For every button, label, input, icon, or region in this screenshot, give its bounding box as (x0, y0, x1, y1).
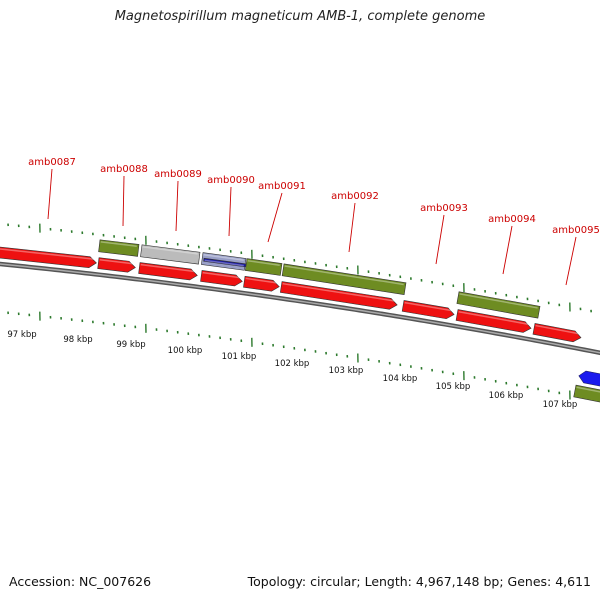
blue-arrow-feature[interactable] (578, 370, 600, 388)
scale-label: 104 kbp (383, 374, 418, 384)
gene-feature[interactable] (281, 263, 407, 295)
leader-line (47, 168, 53, 220)
gene-feature[interactable] (244, 258, 283, 276)
gene-label-g94[interactable]: amb0094 (488, 214, 536, 225)
genome-summary-text: Topology: circular; Length: 4,967,148 bp… (247, 574, 591, 589)
gene-label-g92[interactable]: amb0092 (331, 191, 379, 202)
cds-arrow[interactable] (97, 257, 136, 273)
gene-feature[interactable] (98, 239, 140, 257)
backbone-highlight (0, 263, 600, 354)
genome-backbone (0, 261, 600, 356)
cds-arrow[interactable] (401, 300, 455, 320)
gene-label-g90[interactable]: amb0090 (207, 175, 255, 186)
gene-label-g95[interactable]: amb0095 (552, 225, 600, 236)
cds-arrow[interactable] (243, 275, 280, 292)
leader-line (267, 192, 283, 243)
scale-label: 102 kbp (275, 359, 310, 369)
gene-feature[interactable] (573, 384, 600, 403)
cds-arrow[interactable] (279, 281, 398, 311)
upper-tick-track (7, 223, 592, 313)
leader-line (175, 180, 179, 232)
scale-label: 101 kbp (222, 352, 257, 362)
gene-label-g87[interactable]: amb0087 (28, 157, 76, 168)
cds-arrow[interactable] (0, 246, 97, 269)
scale-label: 107 kbp (543, 400, 578, 410)
scale-label: 105 kbp (436, 382, 471, 392)
scale-label: 99 kbp (116, 340, 145, 350)
accession-text: Accession: NC_007626 (9, 574, 152, 589)
leader-line (228, 186, 232, 237)
pseudo-feature[interactable] (140, 244, 201, 265)
gene-label-g89[interactable]: amb0089 (154, 169, 202, 180)
leader-line (348, 202, 356, 253)
blue-feature[interactable] (203, 257, 247, 268)
leader-line (122, 175, 125, 227)
gene-feature[interactable] (456, 291, 541, 319)
scale-label: 103 kbp (329, 366, 364, 376)
gene-label-g93[interactable]: amb0093 (420, 203, 468, 214)
cds-arrow[interactable] (138, 262, 198, 281)
cds-arrow[interactable] (455, 309, 532, 334)
cds-arrow[interactable] (532, 323, 582, 343)
feature-track (0, 239, 600, 403)
leader-line (435, 214, 445, 265)
scale-label: 106 kbp (489, 391, 524, 401)
scale-labels: 97 kbp 98 kbp 99 kbp 100 kbp 101 kbp 102 kbp 1… (7, 330, 577, 410)
scale-label: 97 kbp (7, 330, 36, 340)
lower-tick-track (7, 311, 592, 401)
leader-line (565, 236, 577, 286)
cds-arrow[interactable] (200, 270, 243, 287)
leader-line (502, 225, 513, 275)
map-title: Magnetospirillum magneticum AMB-1, compl… (114, 9, 486, 24)
gene-label-leaders (47, 168, 577, 286)
gene-label-g91[interactable]: amb0091 (258, 181, 306, 192)
scale-label: 100 kbp (168, 346, 203, 356)
scale-label: 98 kbp (63, 335, 92, 345)
gene-label-g88[interactable]: amb0088 (100, 164, 148, 175)
